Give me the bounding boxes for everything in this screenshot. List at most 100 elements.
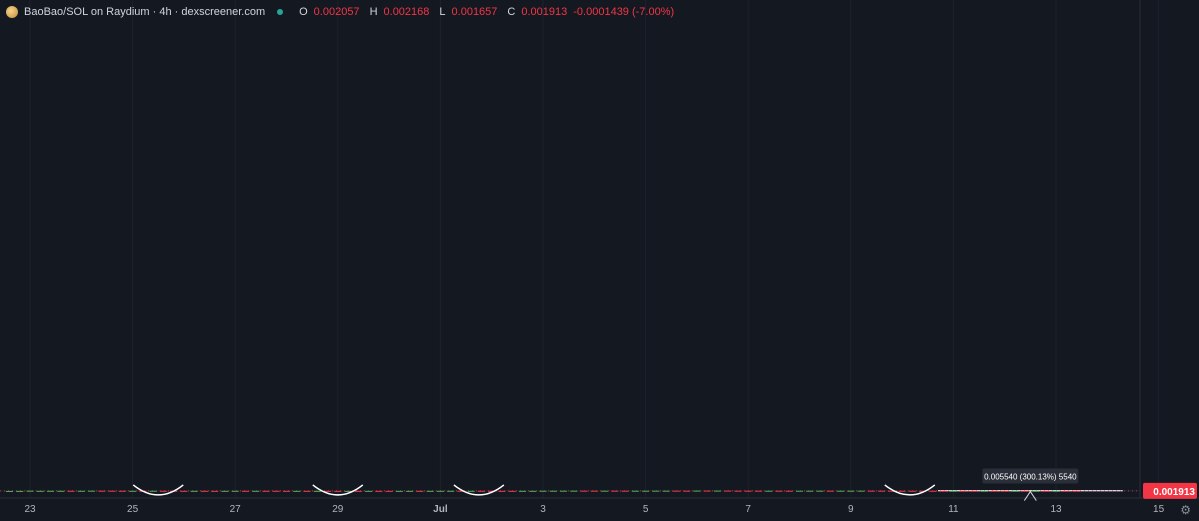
candle-body-down (354, 490, 362, 492)
candle-body-down (108, 490, 116, 492)
support-arc-annotation (132, 484, 184, 496)
candle-body-up (765, 490, 773, 492)
ohlc-low-key: L (439, 6, 446, 18)
candle-body-up (5, 490, 13, 492)
chart-header: BaoBao/SOL on Raydium · 4h · dexscreener… (6, 4, 674, 20)
candle-body-down (334, 490, 342, 492)
candle-body-down (590, 490, 598, 492)
candle-body-up (570, 490, 578, 492)
candle-body-up (447, 490, 455, 492)
candle-body-up (88, 490, 96, 492)
measure-arrow-head (1023, 490, 1037, 501)
candle-body-up (467, 490, 475, 492)
candle-body-up (365, 490, 373, 492)
candle-body-up (26, 490, 34, 492)
candle-body-down (724, 490, 732, 492)
candle-body-down (1073, 490, 1081, 492)
candle-body-up (344, 490, 352, 492)
candle-body-up (816, 490, 824, 492)
x-tick-label: 13 (1050, 504, 1062, 515)
candle-body-up (662, 490, 670, 492)
candle-body-down (1001, 490, 1009, 492)
candle-body-up (642, 490, 650, 492)
candle-body-down (375, 490, 383, 492)
candle-body-down (303, 490, 311, 492)
pair-title: BaoBao/SOL on Raydium · 4h · dexscreener… (24, 6, 266, 18)
x-tick-label: 29 (332, 504, 344, 515)
candle-body-up (857, 490, 865, 492)
candle-body-down (939, 490, 947, 492)
candle-body-up (806, 490, 814, 492)
candle-body-down (488, 490, 496, 492)
candle-body-up (1031, 490, 1039, 492)
candle-body-down (898, 490, 906, 492)
candle-body-down (744, 490, 752, 492)
candle-body-down (990, 490, 998, 492)
candle-body-up (980, 490, 988, 492)
candle-body-up (221, 490, 229, 492)
ohlc-high-value: 0.002168 (383, 6, 430, 18)
candle-body-down (1062, 490, 1070, 492)
candle-body-down (970, 490, 978, 492)
candle-body-down (180, 490, 188, 492)
last-price-label: 0.001913 (1153, 487, 1195, 498)
candle-body-down (1021, 490, 1029, 492)
candle-body-up (693, 490, 701, 492)
candle-body-down (621, 490, 629, 492)
ohlc-change-value: -0.0001439 (-7.00%) (573, 6, 675, 18)
candle-body-up (631, 490, 639, 492)
gear-icon[interactable]: ⚙ (1180, 503, 1191, 517)
candle-body-down (98, 490, 106, 492)
candle-body-down (159, 490, 167, 492)
candle-body-up (36, 490, 44, 492)
candle-body-down (416, 490, 424, 492)
candle-body-up (426, 490, 434, 492)
token-logo-icon (6, 6, 18, 18)
candle-body-down (324, 490, 332, 492)
candle-body-down (211, 490, 219, 492)
candle-body-down (118, 490, 126, 492)
candle-body-up (293, 490, 301, 492)
candle-body-up (190, 490, 198, 492)
candle-body-up (949, 490, 957, 492)
candle-body-up (77, 490, 85, 492)
x-tick-label: 9 (848, 504, 854, 515)
candle-body-down (498, 490, 506, 492)
candle-body-up (539, 490, 547, 492)
candle-body-up (149, 490, 157, 492)
candle-body-down (611, 490, 619, 492)
support-arc-annotation (312, 484, 364, 496)
candle-body-up (529, 490, 537, 492)
candle-body-up (57, 490, 65, 492)
candle-body-up (1052, 490, 1060, 492)
x-tick-label: 23 (24, 504, 36, 515)
candle-body-up (837, 490, 845, 492)
candle-body-down (683, 490, 691, 492)
x-tick-label: Jul (433, 504, 448, 515)
ohlc-close-key: C (507, 6, 516, 18)
candle-body-up (395, 490, 403, 492)
candle-body-up (518, 490, 526, 492)
candle-body-down (754, 490, 762, 492)
candle-body-down (734, 490, 742, 492)
candle-body-down (929, 490, 937, 492)
x-tick-label: 15 (1153, 504, 1165, 515)
candle-body-up (560, 490, 568, 492)
candle-body-up (231, 490, 239, 492)
candle-body-down (200, 490, 208, 492)
ohlc-low-value: 0.001657 (451, 6, 498, 18)
candle-body-down (878, 490, 886, 492)
candle-body-up (252, 490, 260, 492)
candle-body-down (272, 490, 280, 492)
x-tick-label: 7 (745, 504, 751, 515)
candle-body-up (847, 490, 855, 492)
candle-body-up (1011, 490, 1019, 492)
x-tick-label: 27 (230, 504, 242, 515)
candle-body-up (652, 490, 660, 492)
candle-body-up (47, 490, 55, 492)
candle-body-down (703, 490, 711, 492)
candle-body-down (67, 490, 75, 492)
candle-body-up (406, 490, 414, 492)
